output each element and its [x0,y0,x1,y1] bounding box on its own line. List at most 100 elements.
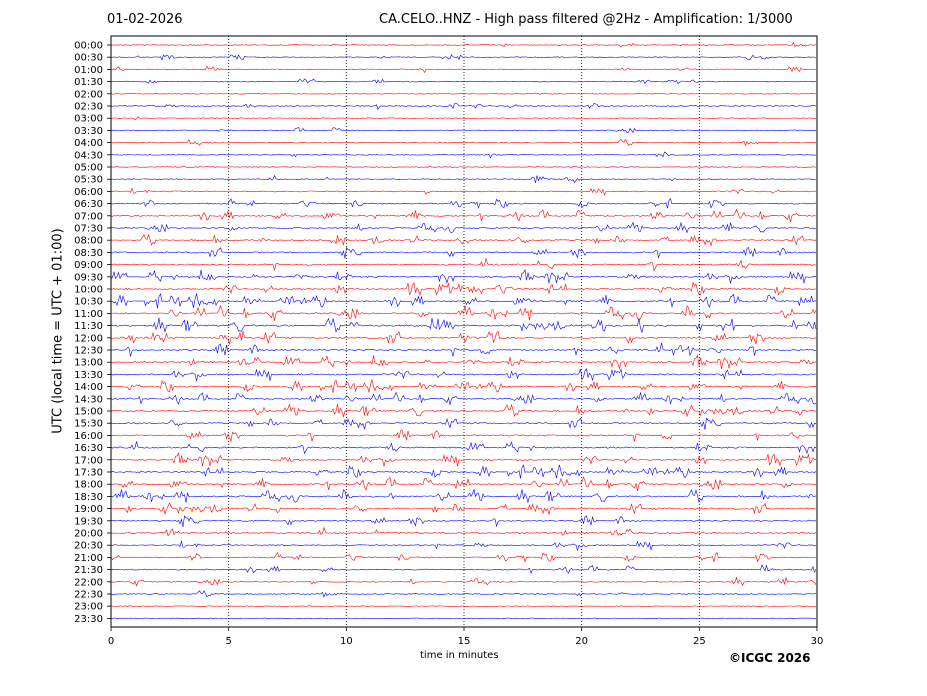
trace-1430 [110,391,817,405]
trace-0230 [110,102,817,111]
trace-2300 [110,605,817,607]
trace-1730 [110,464,817,479]
trace-2330 [110,617,817,620]
y-tick-label: 22:30 [74,590,103,601]
y-tick-label: 19:30 [74,516,103,527]
y-tick-label: 03:30 [74,126,103,137]
trace-1530 [110,417,817,431]
y-tick-label: 16:00 [74,431,103,442]
trace-0100 [110,65,817,74]
y-tick-label: 07:00 [74,211,103,222]
y-tick-label: 09:30 [74,272,103,283]
y-tick-label: 18:30 [74,492,103,503]
trace-0030 [110,54,817,61]
trace-0530 [110,174,816,184]
y-tick-label: 12:30 [74,346,103,357]
x-tick-label: 15 [458,636,471,647]
trace-0330 [110,126,817,134]
trace-0500 [110,165,817,169]
y-tick-label: 01:00 [74,65,103,76]
trace-0130 [110,78,817,85]
y-tick-label: 14:30 [74,394,103,405]
trace-0730 [110,221,817,234]
trace-0400 [110,138,817,147]
y-tick-label: 22:00 [74,577,103,588]
trace-1700 [110,452,817,467]
trace-1230 [110,342,817,357]
x-tick-label: 10 [340,636,353,647]
trace-0800 [110,233,817,247]
trace-2030 [110,540,817,552]
trace-2200 [110,576,817,587]
y-tick-label: 16:30 [74,443,103,454]
y-tick-label: 04:00 [74,138,103,149]
trace-2000 [110,526,817,537]
y-tick-label: 23:30 [74,614,103,625]
y-tick-label: 08:30 [74,248,103,259]
y-tick-label: 11:00 [74,309,103,320]
y-tick-label: 23:00 [74,602,103,613]
trace-0830 [110,246,816,259]
y-tick-label: 21:30 [74,565,103,576]
chart-date: 01-02-2026 [107,12,183,27]
y-tick-label: 00:00 [74,41,103,52]
trace-0900 [110,258,817,272]
trace-1600 [110,429,817,443]
x-axis-ticks: 0 5 10 15 20 25 30 [108,627,824,647]
y-tick-label: 15:30 [74,419,103,430]
y-tick-label: 05:00 [74,163,103,174]
trace-2100 [110,551,817,563]
y-tick-label: 06:30 [74,199,103,210]
y-tick-label: 14:00 [74,382,103,393]
chart-title: CA.CELO..HNZ - High pass filtered @2Hz -… [379,12,793,27]
trace-1500 [110,403,817,418]
trace-2230 [110,590,817,598]
y-tick-label: 08:00 [74,236,103,247]
y-tick-label: 02:30 [74,102,103,113]
trace-1100 [110,304,817,321]
trace-1930 [110,515,817,528]
trace-1300 [110,354,817,370]
y-tick-label: 20:30 [74,541,103,552]
y-tick-label: 20:00 [74,529,103,540]
trace-1400 [110,378,817,393]
trace-1030 [110,293,816,309]
trace-1000 [110,281,816,297]
x-tick-label: 20 [575,636,588,647]
y-tick-label: 13:30 [74,370,103,381]
x-tick-label: 25 [693,636,706,647]
trace-0630 [110,198,816,209]
trace-0200 [110,92,817,95]
x-tick-label: 5 [225,636,231,647]
y-tick-label: 01:30 [74,77,103,88]
trace-0700 [110,208,817,222]
y-tick-label: 09:00 [74,260,103,271]
trace-0430 [110,151,816,159]
trace-1200 [110,330,817,345]
y-tick-label: 06:00 [74,187,103,198]
y-tick-label: 21:00 [74,553,103,564]
vertical-gridlines [228,36,700,627]
y-tick-label: 18:00 [74,480,103,491]
trace-0930 [110,269,817,284]
trace-1630 [110,441,817,455]
y-tick-label: 13:00 [74,358,103,369]
y-tick-label: 11:30 [74,321,103,332]
y-tick-label: 17:00 [74,455,103,466]
copyright-credit: ©ICGC 2026 [729,651,811,665]
x-tick-label: 30 [811,636,824,647]
trace-2130 [110,564,817,574]
y-tick-label: 03:00 [74,114,103,125]
y-tick-label: 00:30 [74,53,103,64]
trace-1830 [110,488,817,504]
trace-0000 [110,42,817,48]
trace-1330 [110,368,817,382]
trace-1800 [110,476,817,492]
trace-1900 [110,502,817,516]
y-tick-label: 19:00 [74,504,103,515]
trace-0300 [110,116,816,121]
trace-1130 [110,317,817,334]
y-tick-label: 07:30 [74,224,103,235]
x-tick-label: 0 [108,636,114,647]
